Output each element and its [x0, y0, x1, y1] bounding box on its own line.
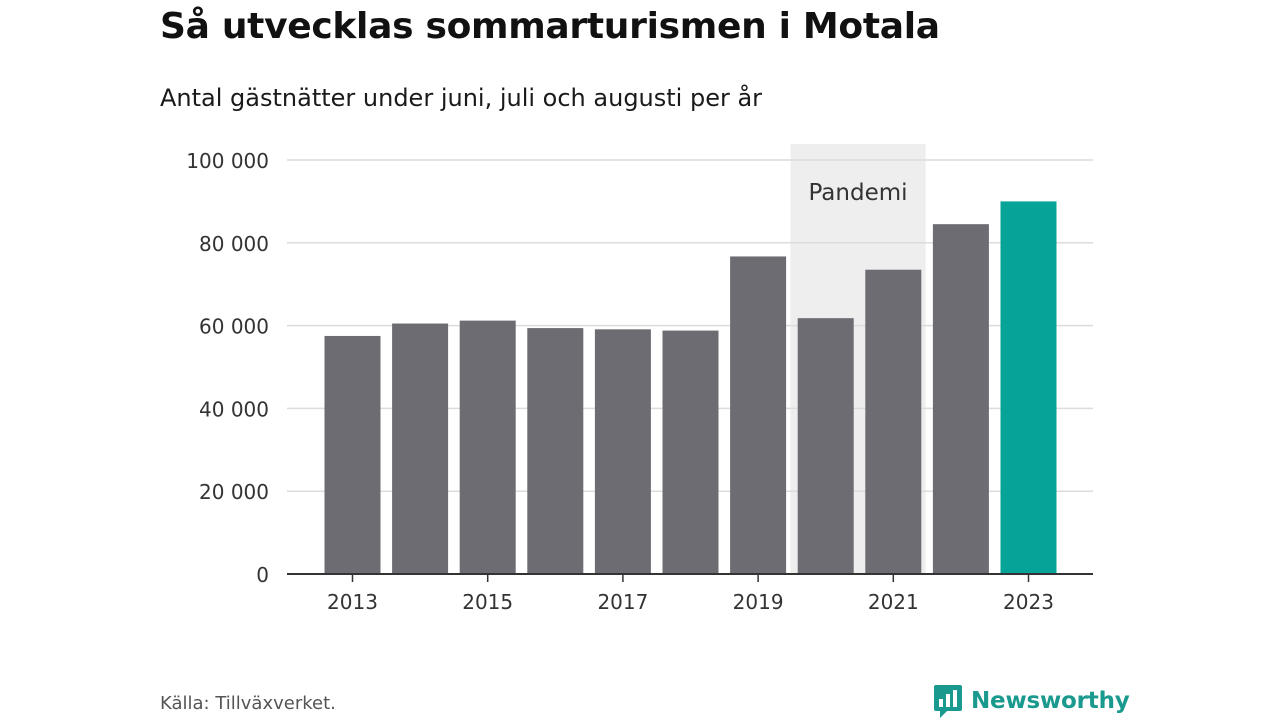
x-tick-label: 2017: [597, 590, 648, 614]
y-tick-label: 80 000: [199, 232, 269, 256]
x-tick-label: 2013: [327, 590, 378, 614]
chart-subtitle: Antal gästnätter under juni, juli och au…: [160, 84, 763, 112]
x-tick-label: 2021: [868, 590, 919, 614]
source-note: Källa: Tillväxverket.: [160, 693, 336, 714]
bar-2016: [527, 328, 584, 574]
y-tick-label: 60 000: [199, 315, 269, 339]
bar-2019: [730, 256, 787, 574]
y-tick-label: 0: [256, 563, 269, 587]
bar-2015: [459, 320, 516, 574]
brand-logo-block[interactable]: Newsworthy: [933, 683, 1130, 719]
pandemic-label: Pandemi: [808, 180, 907, 206]
x-tick-label: 2023: [1003, 590, 1054, 614]
bar-2023: [1000, 201, 1057, 574]
bar-2020: [797, 318, 854, 574]
x-tick-label: 2019: [733, 590, 784, 614]
bar-2021: [865, 269, 922, 574]
brand-name: Newsworthy: [971, 688, 1130, 714]
bar-2022: [932, 224, 989, 575]
bars: [324, 201, 1057, 575]
y-axis-tick-labels: 0 20 000 40 000 60 000 80 000 100 000: [186, 149, 269, 587]
newsworthy-logo-icon: [934, 685, 962, 718]
x-axis-tick-labels: 2013 2015 2017 2019 2021 2023: [327, 574, 1054, 614]
bar-2018: [662, 330, 719, 574]
y-tick-label: 100 000: [186, 149, 269, 173]
chart-title: Så utvecklas sommarturismen i Motala: [160, 6, 940, 47]
y-tick-label: 20 000: [199, 480, 269, 504]
bar-2014: [392, 323, 449, 574]
y-tick-label: 40 000: [199, 397, 269, 421]
x-tick-label: 2015: [462, 590, 513, 614]
bar-chart: Pandemi 0 20 000 40 000 60 000 80 000 100 000…: [186, 144, 1093, 614]
bar-2013: [324, 335, 381, 574]
bar-2017: [594, 329, 651, 574]
